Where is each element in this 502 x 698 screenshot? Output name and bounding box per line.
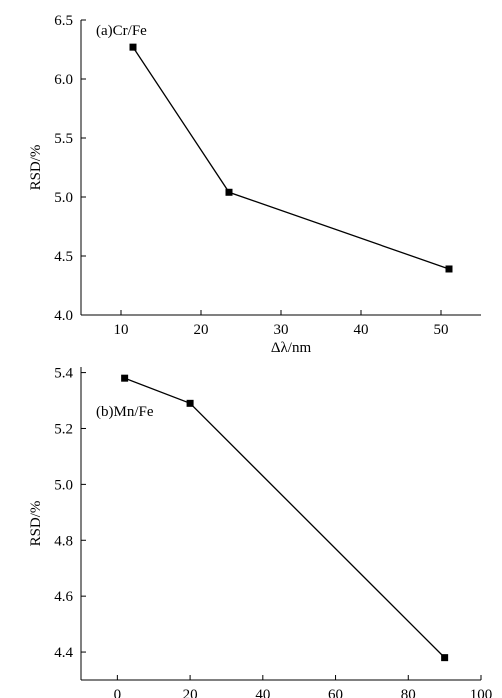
y-tick-label: 5.0 (54, 190, 73, 206)
y-tick-label: 4.4 (54, 645, 73, 661)
data-point-marker (129, 43, 137, 51)
data-point-marker (441, 654, 449, 662)
y-tick-label: 4.0 (54, 308, 73, 324)
panel-label: (a)Cr/Fe (96, 23, 147, 39)
y-axis-title: RSD/% (28, 145, 44, 191)
y-tick-label: 5.0 (54, 477, 73, 493)
x-tick-label: 0 (114, 687, 122, 698)
y-tick-label: 5.2 (54, 421, 73, 437)
y-tick-label: 5.4 (54, 366, 73, 382)
y-tick-label: 6.0 (54, 72, 73, 88)
y-axis-title: RSD/% (28, 501, 44, 547)
chart-panel-b: 0204060801004.44.64.85.05.25.4Δλ/nmRSD/%… (28, 366, 492, 698)
y-tick-label: 5.5 (54, 131, 73, 147)
x-tick-label: 80 (401, 687, 416, 698)
x-tick-label: 100 (470, 687, 493, 698)
data-point-marker (186, 399, 194, 407)
x-tick-label: 60 (328, 687, 343, 698)
y-tick-label: 4.5 (54, 249, 73, 265)
data-point-marker (445, 265, 453, 273)
data-point-marker (225, 188, 233, 196)
chart-panel-a: 10 20 30 40 50 4.0 4.5 5.0 5.5 6.0 6.5 Δλ/nm RSD/% (a… (28, 13, 481, 356)
x-axis-title: Δλ/nm (271, 340, 312, 356)
y-tick-label: 4.6 (54, 589, 73, 605)
x-tick-label: 50 (434, 322, 449, 338)
x-tick-label: 20 (183, 687, 198, 698)
panel-label: (b)Mn/Fe (96, 404, 154, 420)
x-tick-label: 10 (114, 322, 129, 338)
x-tick-label: 40 (255, 687, 270, 698)
y-tick-label: 4.8 (54, 533, 73, 549)
x-tick-label: 40 (354, 322, 369, 338)
series-line (132, 46, 450, 270)
x-tick-label: 30 (274, 322, 289, 338)
x-tick-label: 20 (194, 322, 209, 338)
data-point-marker (121, 374, 129, 382)
series-line (124, 377, 446, 659)
y-tick-label: 6.5 (54, 13, 73, 29)
